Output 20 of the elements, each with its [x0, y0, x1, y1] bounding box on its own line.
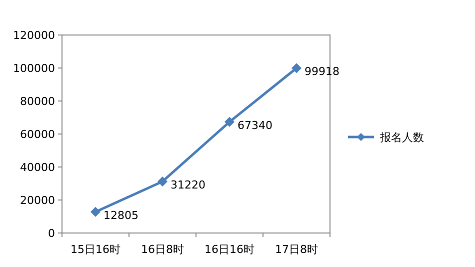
data-label: 12805: [104, 208, 138, 222]
point: [224, 116, 234, 127]
x-tick-label: 17日8时: [275, 243, 318, 256]
legend-label: 报名人数: [379, 131, 424, 144]
y-tick-label: 120000: [13, 29, 55, 42]
x-tick-label: 16日8时: [141, 243, 184, 256]
point: [90, 206, 100, 217]
y-tick-label: 40000: [20, 161, 55, 174]
x-tick-label: 15日16时: [70, 243, 120, 256]
y-tick-label: 20000: [20, 194, 55, 207]
data-label: 67340: [238, 118, 272, 132]
point: [158, 176, 168, 186]
y-tick-label: 60000: [20, 128, 55, 141]
y-tick-label: 80000: [20, 95, 55, 108]
point: [292, 63, 302, 74]
x-tick-label: 16日16时: [204, 243, 254, 256]
y-tick-label: 100000: [13, 62, 55, 75]
data-label: 99918: [304, 65, 340, 78]
y-tick-label: 0: [48, 227, 55, 240]
data-label: 31220: [170, 178, 206, 192]
